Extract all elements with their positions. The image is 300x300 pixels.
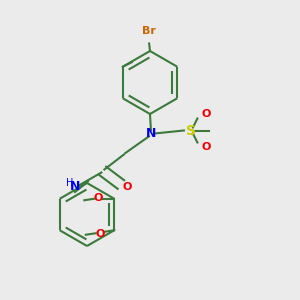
Text: N: N — [70, 180, 80, 194]
Text: O: O — [201, 142, 211, 152]
Text: O: O — [95, 229, 105, 239]
Text: H: H — [66, 178, 73, 188]
Text: N: N — [146, 127, 156, 140]
Text: O: O — [201, 109, 211, 119]
Text: O: O — [94, 193, 104, 203]
Text: S: S — [186, 124, 197, 137]
Text: Br: Br — [142, 26, 155, 37]
Text: O: O — [122, 182, 132, 193]
